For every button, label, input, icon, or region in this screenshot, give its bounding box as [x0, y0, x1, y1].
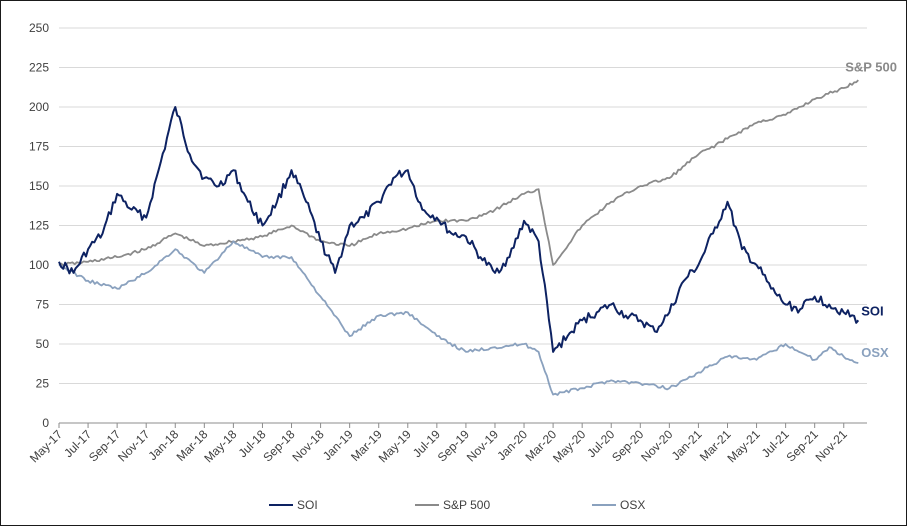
- series-lines: [58, 79, 860, 396]
- x-tick-label: Nov-19: [464, 427, 501, 464]
- x-tick-label: May-20: [550, 427, 588, 465]
- x-tick-label: Nov-21: [813, 427, 850, 464]
- legend: SOI S&P 500 OSX: [269, 498, 645, 512]
- y-tick-label: 150: [29, 179, 49, 193]
- y-tick-label: 250: [29, 21, 49, 35]
- y-tick-label: 200: [29, 100, 49, 114]
- legend-label: SOI: [297, 498, 318, 512]
- x-tick-label: Sep-20: [609, 427, 646, 464]
- series-line-osx: [58, 240, 859, 396]
- x-tick-label: May-17: [27, 427, 65, 465]
- x-tick-label: May-18: [201, 427, 239, 465]
- x-tick-label: Sep-21: [784, 427, 821, 464]
- y-tick-label: 125: [29, 219, 49, 233]
- legend-label: S&P 500: [443, 498, 490, 512]
- x-tick-label: Sep-17: [86, 427, 123, 464]
- x-tick-label: Sep-19: [435, 427, 472, 464]
- y-tick-label: 50: [36, 337, 50, 351]
- series-line-s-p-500: [58, 79, 859, 267]
- end-label-osx: OSX: [861, 345, 889, 360]
- y-tick-label: 25: [36, 377, 50, 391]
- x-tick-label: Sep-18: [260, 427, 297, 464]
- y-tick-label: 100: [29, 258, 49, 272]
- x-tick-label: Nov-20: [638, 427, 675, 464]
- y-tick-label: 0: [42, 416, 49, 430]
- series-end-labels: S&P 500 OSX SOI: [845, 60, 897, 360]
- x-tick-label: May-19: [376, 427, 414, 465]
- end-label-s-p-500: S&P 500: [845, 60, 897, 75]
- y-tick-label: 75: [36, 298, 50, 312]
- y-tick-label: 175: [29, 140, 49, 154]
- x-tick-label: May-21: [724, 427, 762, 465]
- x-axis: May-17Jul-17Sep-17Nov-17Jan-18Mar-18May-…: [27, 422, 867, 465]
- series-line-soi: [58, 106, 860, 353]
- gridlines: [59, 27, 867, 384]
- x-tick-label: Nov-17: [115, 427, 152, 464]
- end-label-soi: SOI: [861, 303, 883, 318]
- x-tick-label: Nov-18: [289, 427, 326, 464]
- legend-label: OSX: [620, 498, 645, 512]
- y-tick-label: 225: [29, 61, 49, 75]
- y-axis-ticks: 0 25 50 75 100 125 150 175 200 225 250: [29, 21, 49, 430]
